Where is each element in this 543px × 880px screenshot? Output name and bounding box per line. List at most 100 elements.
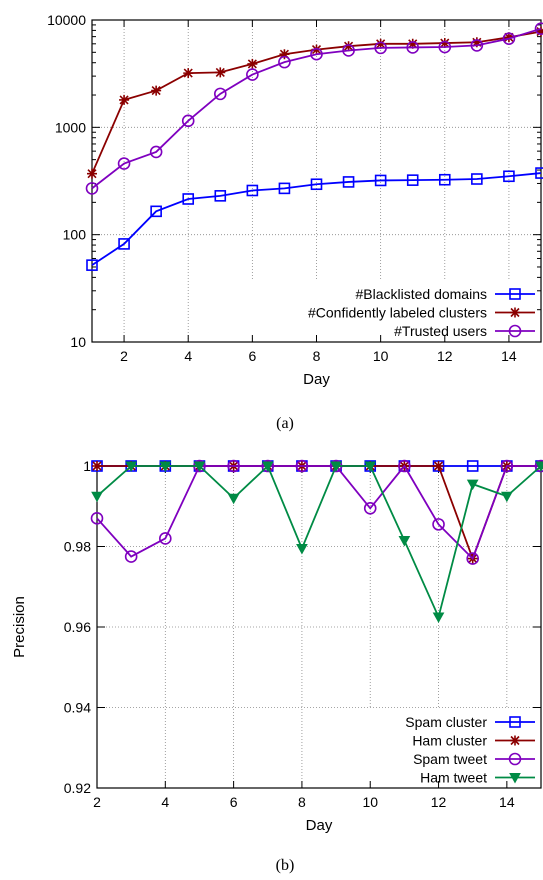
data-point [471,173,483,185]
data-point [247,58,258,69]
x-tick-label: 8 [313,348,321,364]
data-point [432,612,445,623]
data-point [92,461,102,471]
series-confidently-labeled-clusters [87,26,543,179]
data-point [227,459,240,473]
data-point [86,259,98,271]
data-point [406,174,419,186]
x-tick-label: 12 [431,794,447,810]
legend-marker [510,307,520,318]
y-tick-label: 0.98 [64,539,91,555]
data-point [500,491,513,503]
data-point [536,26,543,37]
data-point [279,49,290,60]
data-point [246,68,259,81]
data-point [406,41,420,54]
legend-label: Spam tweet [413,751,487,767]
series-line [91,27,542,190]
data-point [159,461,172,473]
y-tick-label: 10000 [47,12,86,28]
x-tick-label: 2 [120,348,128,364]
data-point [214,190,227,202]
x-tick-label: 4 [184,348,192,364]
legend-marker [508,324,522,338]
data-point [150,205,162,218]
data-point [278,55,291,69]
data-point [295,459,309,473]
data-point [364,461,377,473]
data-point [407,38,418,49]
data-point [470,39,484,52]
data-point [125,461,138,473]
data-point [500,459,514,473]
y-tick-label: 0.94 [64,700,91,716]
data-point [438,40,452,54]
data-point [503,32,514,43]
data-point [535,461,543,473]
data-point [342,176,355,188]
data-point [438,173,451,186]
y-axis-label: Precision [11,596,28,658]
x-tick-label: 4 [161,794,169,810]
series-ham-tweet [91,461,543,623]
data-point [310,178,323,191]
x-tick-label: 14 [499,794,515,810]
data-point [213,87,227,101]
y-tick-label: 0.96 [64,619,91,635]
data-point [261,461,274,473]
data-point [159,532,172,545]
data-point [466,552,479,565]
data-point [183,68,194,79]
series-line [96,464,541,561]
data-point [439,38,450,49]
data-point [432,518,445,531]
legend-label: #Trusted users [394,323,487,339]
data-point [193,461,206,473]
data-point [181,114,195,128]
y-tick-label: 1000 [55,119,86,135]
data-point [296,544,308,555]
data-point [215,67,226,78]
data-point [503,170,515,183]
data-point [119,94,130,105]
data-point [90,512,104,525]
data-point [466,479,479,491]
chart-b: 2 4 6 8 10 12 14 0.92 0.94 0.96 0.98 1 Day Precision S… [11,458,543,874]
data-point [227,493,240,505]
series-line [91,172,542,266]
data-point [87,168,97,179]
y-tick-label: 100 [63,227,87,243]
data-point [534,22,543,35]
x-tick-label: 14 [501,348,517,364]
data-point [310,47,323,61]
legend-marker [509,288,521,300]
x-tick-label: 6 [230,794,238,810]
data-point [343,41,354,52]
y-tick-label: 0.92 [64,780,91,796]
chart-a: 2 4 6 8 10 12 14 10 100 1000 10000 Day #Blacklisted … [47,12,543,432]
series-blacklisted-domains [86,167,543,271]
figure-caption: (b) [276,857,295,874]
legend-marker [508,752,522,766]
y-tick-label: 10 [70,334,86,350]
data-point [151,85,162,96]
data-point [311,44,322,55]
data-point [149,145,163,159]
data-point [374,174,387,187]
legend-marker [509,716,521,728]
legend-label: Ham tweet [420,770,487,786]
legend-label: Ham cluster [412,733,487,749]
x-axis-label: Day [303,371,330,388]
x-tick-label: 6 [248,348,256,364]
x-tick-label: 8 [298,794,306,810]
data-point [278,182,291,195]
series-line [96,464,542,620]
x-tick-label: 12 [437,348,453,364]
legend-marker [509,773,521,784]
legend-label: #Confidently labeled clusters [308,305,487,321]
data-point [118,238,130,250]
x-tick-label: 10 [373,348,389,364]
figure-caption: (a) [276,415,294,432]
y-tick-label: 1 [83,458,91,474]
data-point [85,182,99,195]
